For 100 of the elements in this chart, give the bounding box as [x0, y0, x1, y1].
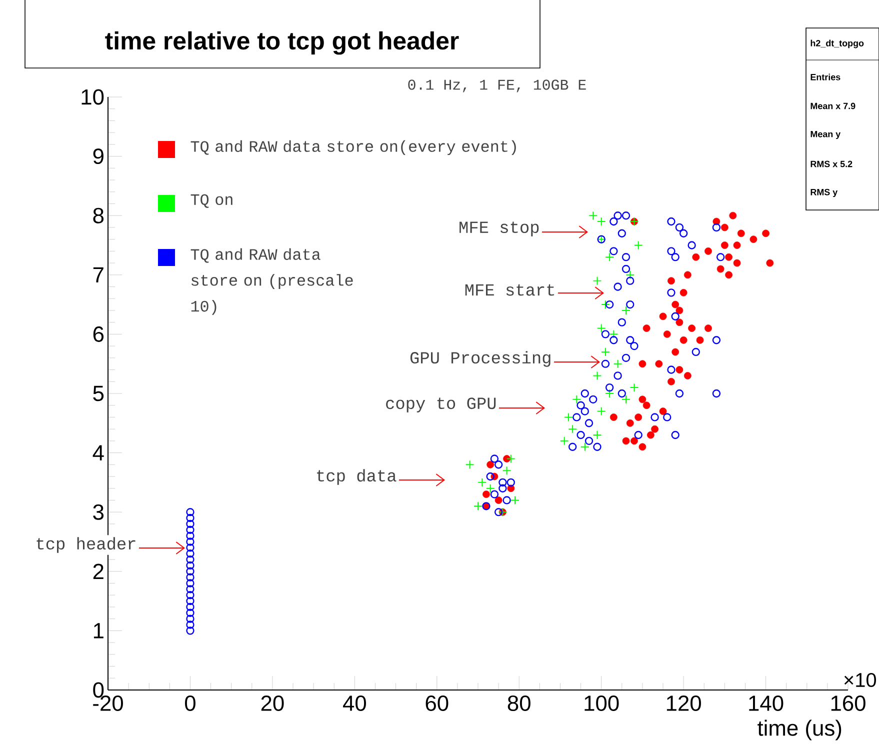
- point: [474, 502, 482, 511]
- y-tick-label: 0: [93, 682, 104, 698]
- legend-label: TQ and RAW data store on(every event): [190, 140, 516, 156]
- annotation: RMS x 5.2: [810, 160, 852, 168]
- y-tick-label: 6: [93, 326, 104, 342]
- point: [676, 366, 684, 374]
- legend-label: TQ on: [190, 194, 232, 208]
- annotation: Mean y: [810, 130, 841, 139]
- point: [638, 443, 646, 451]
- annotation: MFE start: [465, 284, 554, 296]
- point: [610, 414, 618, 421]
- point: [622, 437, 630, 445]
- point: [737, 230, 745, 238]
- x-tick-label: 60: [426, 695, 448, 712]
- point: [613, 359, 622, 368]
- point: [696, 336, 704, 344]
- y-tick-label: 7: [93, 267, 104, 282]
- point: [596, 324, 606, 333]
- point: [642, 402, 650, 410]
- point: [630, 437, 638, 445]
- point: [605, 388, 614, 398]
- point: [494, 496, 502, 504]
- point: [560, 436, 569, 446]
- point: [638, 396, 646, 404]
- chart-subtitle: 0.1 Hz, 1 FE, 10GB E: [408, 80, 586, 92]
- y-tick-label: 10: [82, 89, 104, 105]
- x-tick-label: 100: [584, 695, 619, 712]
- point: [725, 271, 732, 279]
- point: [655, 360, 663, 368]
- text: h2_dt_topgo: [810, 40, 864, 48]
- x-tick-label: 20: [261, 695, 284, 712]
- annotation: RMS y: [810, 188, 838, 198]
- point: [580, 442, 590, 452]
- point: [634, 240, 643, 250]
- annotation: Mean x 7.9: [810, 102, 856, 110]
- x-tick-label: 160: [831, 695, 866, 712]
- point: [510, 496, 520, 505]
- annotation: MFE stop: [460, 222, 539, 236]
- point: [672, 300, 680, 308]
- x-axis-title: time (us): [758, 720, 842, 740]
- y-tick-label: 1: [94, 623, 104, 638]
- point: [668, 378, 675, 386]
- point: [478, 478, 487, 487]
- point: [680, 336, 688, 344]
- point: [465, 460, 474, 470]
- point: [684, 372, 692, 380]
- point: [716, 265, 724, 273]
- point: [704, 247, 712, 255]
- x-tick-label: -20: [93, 695, 123, 712]
- point: [486, 460, 494, 468]
- point: [600, 347, 610, 356]
- point: [600, 300, 610, 310]
- annotation: tcp data: [317, 469, 396, 485]
- x-tick-label: 80: [508, 695, 530, 712]
- annotation: tcp header: [36, 537, 136, 553]
- point: [506, 454, 516, 464]
- point: [592, 276, 602, 286]
- point: [572, 394, 582, 404]
- point: [568, 424, 578, 434]
- point: [605, 252, 614, 262]
- point: [720, 224, 728, 232]
- y-tick-label: 2: [93, 564, 104, 580]
- point: [651, 425, 658, 433]
- annotation: GPU Processing: [410, 351, 550, 367]
- x-tick-label: 120: [666, 695, 701, 712]
- point: [486, 484, 495, 493]
- point: [642, 324, 650, 332]
- point: [646, 431, 654, 439]
- point: [482, 490, 490, 498]
- y-tick-label: 5: [93, 386, 104, 402]
- point: [684, 271, 692, 279]
- y-tick-label: 9: [93, 148, 104, 164]
- point: [503, 455, 510, 462]
- point: [609, 330, 618, 339]
- point: [668, 277, 675, 284]
- text: Entries: [810, 74, 840, 80]
- point: [502, 466, 512, 476]
- y-tick-label: 8: [93, 208, 104, 224]
- point: [672, 348, 680, 356]
- point: [762, 230, 770, 238]
- point: [692, 253, 700, 261]
- point: [733, 242, 741, 249]
- point: [592, 430, 602, 440]
- point: [630, 383, 639, 392]
- x-tick-label: 140: [749, 695, 784, 712]
- x-tick-label: 40: [342, 695, 366, 712]
- point: [766, 259, 774, 267]
- point: [596, 406, 606, 416]
- point: [704, 324, 712, 332]
- annotation: copy to GPU: [386, 398, 496, 412]
- point: [622, 306, 630, 315]
- point: [622, 394, 630, 404]
- point: [564, 412, 573, 422]
- point: [596, 217, 606, 226]
- point: [659, 408, 667, 415]
- point: [750, 236, 758, 243]
- point: [634, 414, 642, 421]
- y-tick-label: 4: [92, 445, 104, 460]
- point: [638, 360, 646, 368]
- point: [688, 324, 696, 332]
